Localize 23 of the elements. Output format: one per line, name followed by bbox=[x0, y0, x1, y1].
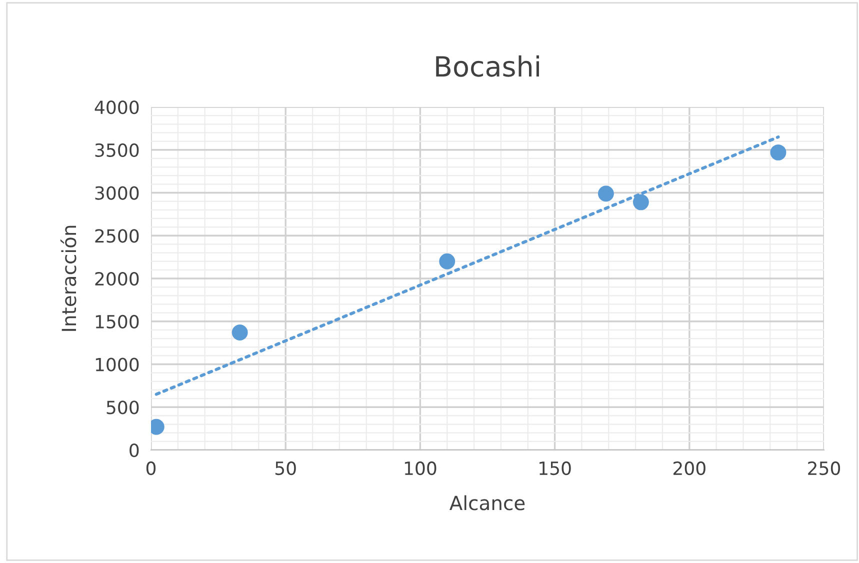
y-tick-label: 2500 bbox=[95, 229, 139, 243]
x-tick-label: 150 bbox=[540, 461, 571, 476]
y-tick-label: 3000 bbox=[95, 186, 139, 200]
y-tick-label: 1500 bbox=[96, 314, 139, 328]
x-tick-label: 0 bbox=[146, 461, 156, 476]
point bbox=[770, 144, 786, 160]
x-tick-label: 250 bbox=[808, 461, 840, 476]
x-axis-title: Alcance bbox=[450, 495, 525, 510]
y-tick-label: 3500 bbox=[95, 143, 139, 157]
point bbox=[632, 194, 649, 210]
point bbox=[439, 253, 456, 270]
point bbox=[598, 186, 614, 202]
y-tick-label: 2000 bbox=[95, 272, 139, 286]
chart-title: Bocashi bbox=[436, 55, 539, 77]
y-tick-label: 0 bbox=[130, 443, 139, 458]
point bbox=[232, 324, 248, 340]
y-tick-label: 500 bbox=[106, 400, 139, 414]
x-tick-label: 100 bbox=[404, 461, 436, 476]
y-tick-label: 1000 bbox=[96, 358, 139, 372]
y-axis-title: Interacción bbox=[60, 226, 76, 331]
y-tick-label: 4000 bbox=[94, 100, 139, 114]
x-tick-label: 50 bbox=[276, 461, 296, 476]
x-tick-label: 200 bbox=[673, 461, 706, 476]
